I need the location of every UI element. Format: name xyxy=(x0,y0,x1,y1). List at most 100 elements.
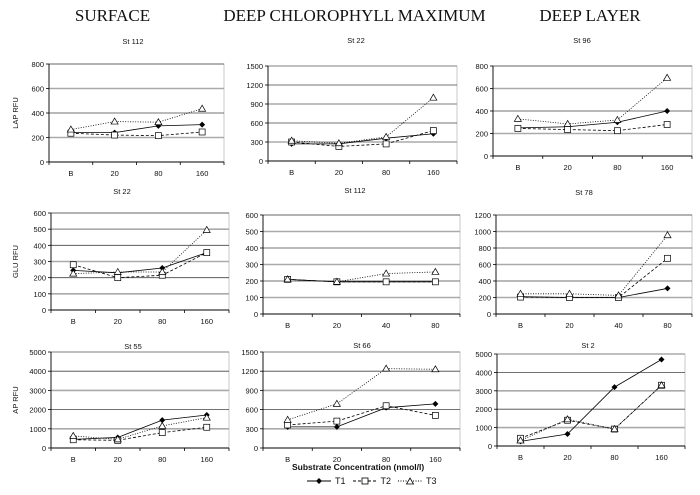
chart-panel-4: 0 100 200 300 400 500 600 B 20 40 80 St 112 xyxy=(245,186,461,330)
data-point-t3 xyxy=(332,399,341,407)
x-tick-label: 20 xyxy=(333,321,341,330)
legend-label-t2: T2 xyxy=(380,476,392,486)
x-tick-label: 160 xyxy=(655,453,668,462)
y-tick-label: 4000 xyxy=(29,367,46,376)
x-axis-label: Substrate Concentration (nmol/l) xyxy=(292,462,425,472)
chart-panel-6: 0 1000 2000 3000 4000 5000 B 20 80 160 St 55 AP RFU xyxy=(11,342,230,464)
x-tick-label: B xyxy=(285,321,290,330)
data-point-t3 xyxy=(69,431,78,439)
data-point-t2 xyxy=(158,429,166,436)
legend-item-t1: T1 xyxy=(306,476,346,486)
x-tick-label: 160 xyxy=(661,163,674,172)
x-tick-label: 40 xyxy=(382,321,390,330)
x-tick-label: B xyxy=(71,317,76,326)
data-point-t3 xyxy=(563,119,572,127)
x-tick-label: 20 xyxy=(110,169,118,178)
data-point-t3 xyxy=(113,435,122,443)
data-point-t2 xyxy=(111,131,118,139)
data-point-t3 xyxy=(382,132,391,140)
data-point-t2 xyxy=(430,127,437,134)
y-tick-label: 1500 xyxy=(246,62,263,71)
data-point-t3 xyxy=(513,114,522,122)
x-tick-label: B xyxy=(515,163,520,172)
data-point-t3 xyxy=(198,104,207,112)
y-tick-label: 800 xyxy=(475,62,488,71)
x-tick-label: 80 xyxy=(610,453,618,462)
chart-title: St 22 xyxy=(347,36,365,45)
data-point-t3 xyxy=(431,365,440,373)
series-line-t3 xyxy=(520,234,668,296)
y-tick-label: 3000 xyxy=(29,386,46,395)
series-line-t3 xyxy=(291,97,434,144)
data-point-t2 xyxy=(382,140,390,148)
data-point-t2 xyxy=(432,278,439,286)
data-point-t3 xyxy=(382,269,391,277)
data-point-t3 xyxy=(614,291,623,299)
data-point-t2 xyxy=(514,125,522,132)
series-line-t1 xyxy=(287,278,436,283)
legend: T1 T2 T3 xyxy=(306,476,437,486)
legend-item-t3: T3 xyxy=(397,476,437,486)
data-point-t3 xyxy=(382,364,391,372)
data-point-t3 xyxy=(516,436,525,444)
x-tick-label: 160 xyxy=(196,169,209,178)
y-axis-label: LAP RFU xyxy=(11,97,20,129)
x-tick-label: B xyxy=(289,168,294,177)
series-line-t2 xyxy=(291,130,434,147)
series-line-t1 xyxy=(287,403,436,428)
data-point-t3 xyxy=(431,267,440,275)
x-tick-label: 80 xyxy=(382,168,390,177)
y-tick-label: 3000 xyxy=(475,387,492,396)
x-tick-label: 20 xyxy=(563,453,571,462)
x-tick-label: 20 xyxy=(335,168,343,177)
plot-area xyxy=(262,351,461,449)
data-point-t2 xyxy=(564,126,571,133)
data-point-t3 xyxy=(283,415,292,423)
y-tick-label: 400 xyxy=(475,107,488,116)
x-tick-label: 80 xyxy=(158,455,166,464)
x-tick-label: 80 xyxy=(382,455,390,464)
plot-area xyxy=(496,353,686,447)
y-tick-label: 4000 xyxy=(475,368,492,377)
column-header-dcm: DEEP CHLOROPHYLL MAXIMUM xyxy=(223,6,486,25)
data-point-t1 xyxy=(199,121,206,128)
y-tick-label: 600 xyxy=(478,261,491,270)
column-header-surface: SURFACE xyxy=(74,6,151,25)
x-tick-label: 160 xyxy=(200,455,213,464)
legend-label-t1: T1 xyxy=(335,476,346,486)
y-tick-label: 0 xyxy=(254,444,258,453)
chart-panel-0: 0 200 400 600 800 B 20 80 160 St 112 LAP RFU xyxy=(11,37,225,178)
y-tick-label: 600 xyxy=(250,119,263,128)
x-tick-label: B xyxy=(71,455,76,464)
data-point-t1 xyxy=(432,400,439,407)
data-point-t3 xyxy=(158,267,167,275)
y-tick-label: 1500 xyxy=(241,348,258,357)
y-tick-label: 100 xyxy=(33,290,46,299)
x-tick-label: 160 xyxy=(429,455,442,464)
y-tick-label: 200 xyxy=(475,130,488,139)
data-point-t3 xyxy=(516,289,525,297)
chart-title: St 112 xyxy=(344,186,365,195)
x-tick-label: 20 xyxy=(565,321,573,330)
chart-title: St 2 xyxy=(581,341,594,350)
x-tick-label: 80 xyxy=(158,317,166,326)
y-axis-label: GLU RFU xyxy=(11,245,20,278)
y-tick-label: 900 xyxy=(250,100,263,109)
y-tick-label: 0 xyxy=(42,444,46,453)
data-point-t3 xyxy=(429,93,438,101)
data-point-t3 xyxy=(287,136,296,144)
data-point-t3 xyxy=(613,115,622,123)
data-point-t2 xyxy=(614,127,621,135)
data-point-t2 xyxy=(284,421,291,429)
y-tick-label: 500 xyxy=(245,228,258,237)
y-tick-label: 200 xyxy=(33,274,46,283)
data-point-t2 xyxy=(382,278,390,286)
series-line-t1 xyxy=(520,359,662,442)
y-tick-label: 600 xyxy=(33,209,46,218)
chart-panel-2: 0 200 400 600 800 B 20 80 160 St 96 xyxy=(475,36,693,172)
data-point-t2 xyxy=(663,121,671,128)
data-point-t3 xyxy=(563,415,572,423)
y-tick-label: 600 xyxy=(475,85,488,94)
series-line-t1 xyxy=(73,252,207,274)
